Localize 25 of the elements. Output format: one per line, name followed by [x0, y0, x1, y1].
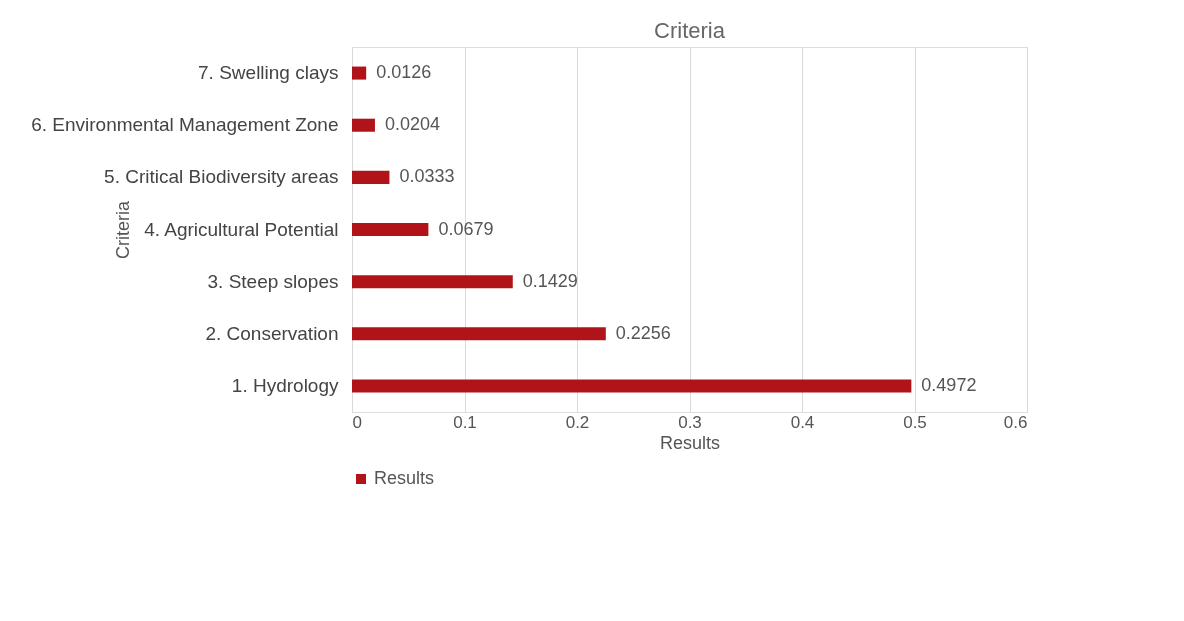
x-tick-label: 0.4	[790, 412, 815, 432]
y-tick-label: 5. Critical Biodiversity areas	[104, 166, 339, 188]
y-tick-label: 4. Agricultural Potential	[144, 218, 339, 240]
y-tick-label: 2. Conservation	[205, 322, 339, 344]
data-label: 0.0333	[399, 166, 455, 187]
x-tick-label: 0.2	[565, 412, 590, 432]
x-axis-title: Results	[659, 432, 721, 453]
data-label: 0.0204	[384, 114, 441, 135]
data-label: 0.2256	[615, 322, 671, 343]
data-label: 0.0679	[438, 218, 494, 239]
y-tick-label: 7. Swelling clays	[198, 62, 339, 84]
data-label: 0.0126	[376, 62, 432, 83]
x-tick-label: 0.6	[1003, 412, 1028, 432]
x-tick-label: 0.3	[678, 412, 702, 432]
chart-title: Criteria	[654, 18, 726, 43]
y-tick-label: 3. Steep slopes	[207, 270, 339, 292]
x-tick-label: 0	[352, 412, 362, 432]
data-label: 0.1429	[522, 270, 578, 291]
x-tick-label: 0.5	[903, 412, 927, 432]
y-axis-title: Criteria	[112, 200, 133, 260]
x-tick-label: 0.1	[453, 412, 477, 432]
y-tick-label: 6. Environmental Management Zone	[31, 114, 339, 136]
y-tick-label: 1. Hydrology	[231, 374, 339, 396]
legend-label: Results	[374, 468, 435, 488]
data-label: 0.4972	[921, 374, 977, 395]
